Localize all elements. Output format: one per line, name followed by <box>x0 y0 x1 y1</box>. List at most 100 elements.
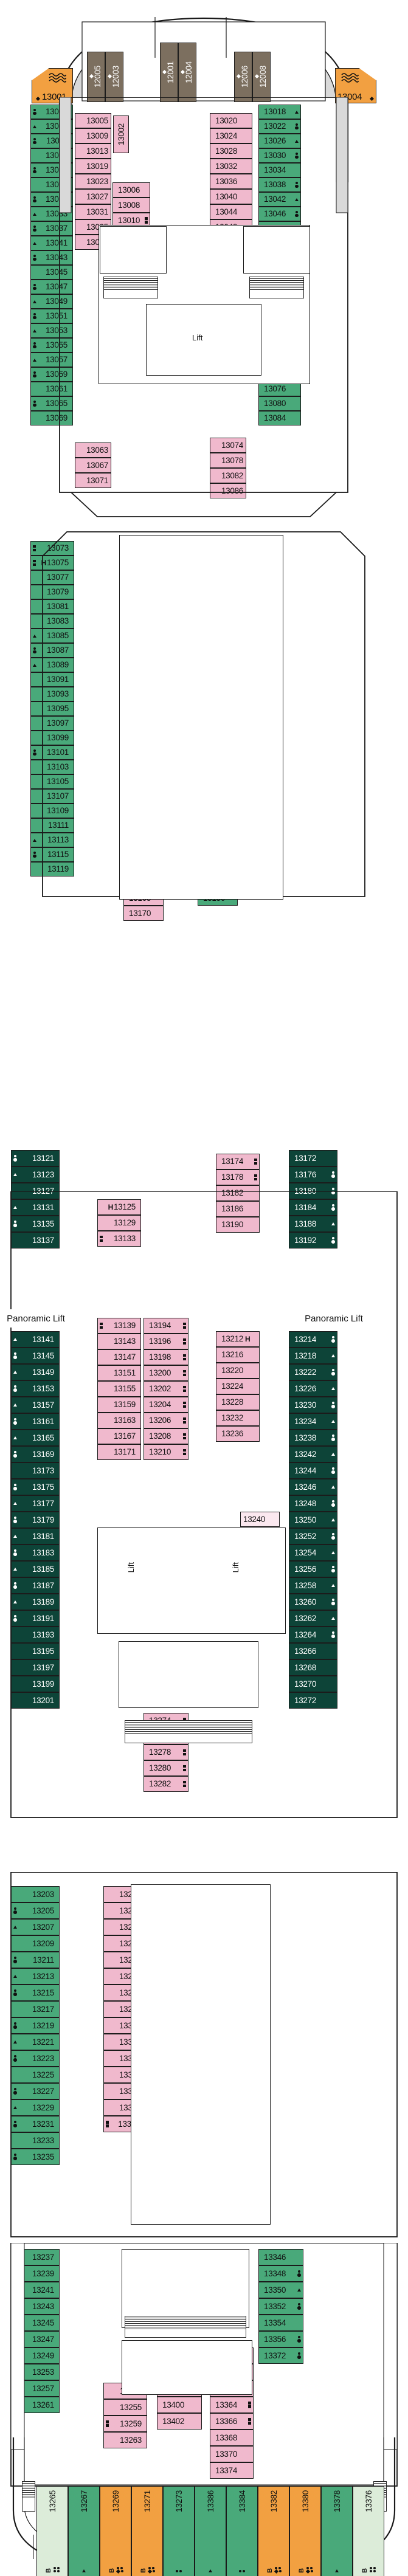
cabin-13129[interactable]: 13129 <box>97 1215 141 1231</box>
cabin-13143[interactable]: 13143 <box>97 1334 141 1349</box>
cabin-13002[interactable]: 13002 <box>113 115 129 153</box>
cabin-13272[interactable]: 13272 <box>289 1692 337 1709</box>
cabin-13037[interactable]: 13037 <box>30 221 73 236</box>
cabin-13109[interactable]: 13109 <box>30 804 74 818</box>
cabin-12004[interactable]: 12004 <box>178 43 196 102</box>
cabin-13200[interactable]: 13200 <box>143 1365 188 1381</box>
cabin-13163[interactable]: 13163 <box>97 1413 141 1428</box>
cabin-13009[interactable]: 13009 <box>75 128 111 143</box>
cabin-13271[interactable]: 13271 B <box>131 2486 163 2576</box>
cabin-13042[interactable]: 13042 <box>258 192 301 207</box>
cabin-13080[interactable]: 13080 <box>258 396 301 411</box>
cabin-13204[interactable]: 13204 <box>143 1397 188 1413</box>
cabin-13213[interactable]: 13213 <box>11 1968 60 1985</box>
cabin-13085[interactable]: 13085 <box>30 629 74 643</box>
cabin-13282[interactable]: 13282 <box>143 1776 188 1792</box>
cabin-13215[interactable]: 13215 <box>11 1985 60 2001</box>
cabin-13107[interactable]: 13107 <box>30 789 74 804</box>
cabin-13269[interactable]: 13269 B <box>100 2486 131 2576</box>
cabin-13212[interactable]: 13212 H <box>216 1331 260 1347</box>
cabin-13228[interactable]: 13228 <box>216 1394 260 1410</box>
cabin-13005[interactable]: 13005 <box>75 113 111 128</box>
cabin-13208[interactable]: 13208 <box>143 1428 188 1444</box>
cabin-13013[interactable]: 13013 <box>75 143 111 159</box>
cabin-13177[interactable]: 13177 <box>11 1495 60 1512</box>
cabin-13209[interactable]: 13209 <box>11 1935 60 1952</box>
cabin-13267[interactable]: 13267 <box>68 2486 100 2576</box>
cabin-13354[interactable]: 13354 <box>258 2315 303 2331</box>
cabin-13095[interactable]: 13095 <box>30 701 74 716</box>
cabin-13352[interactable]: 13352 <box>258 2298 303 2315</box>
cabin-13196[interactable]: 13196 <box>143 1334 188 1349</box>
cabin-13087[interactable]: 13087 <box>30 643 74 658</box>
cabin-13065[interactable]: 13065 <box>30 396 73 411</box>
cabin-13207[interactable]: 13207 <box>11 1919 60 1935</box>
cabin-13226[interactable]: 13226 <box>289 1380 337 1397</box>
cabin-13197[interactable]: 13197 <box>11 1659 60 1676</box>
cabin-13273[interactable]: 13273 <box>163 2486 195 2576</box>
cabin-13205[interactable]: 13205 <box>11 1903 60 1919</box>
cabin-13280[interactable]: 13280 <box>143 1760 188 1776</box>
cabin-13099[interactable]: 13099 <box>30 731 74 745</box>
cabin-13222[interactable]: 13222 <box>289 1364 337 1380</box>
cabin-13053[interactable]: 13053 <box>30 323 73 338</box>
cabin-13356[interactable]: 13356 <box>258 2331 303 2347</box>
cabin-13069[interactable]: 13069 <box>30 411 73 425</box>
cabin-13111[interactable]: 13111 <box>30 818 74 833</box>
cabin-13103[interactable]: 13103 <box>30 760 74 774</box>
cabin-13233[interactable]: 13233 <box>11 2132 60 2149</box>
cabin-13178[interactable]: 13178 <box>216 1169 260 1185</box>
cabin-13199[interactable]: 13199 <box>11 1676 60 1692</box>
cabin-13137[interactable]: 13137 <box>11 1232 60 1248</box>
cabin-13034[interactable]: 13034 <box>258 163 301 177</box>
cabin-13030[interactable]: 13030 <box>258 148 301 163</box>
cabin-13188[interactable]: 13188 <box>289 1216 337 1232</box>
cabin-13380[interactable]: 13380 B <box>289 2486 321 2576</box>
cabin-13402[interactable]: 13402 <box>157 2413 202 2430</box>
cabin-13260[interactable]: 13260 <box>289 1594 337 1610</box>
cabin-13027[interactable]: 13027 <box>75 189 111 204</box>
cabin-13198[interactable]: 13198 <box>143 1349 188 1365</box>
cabin-13067[interactable]: 13067 <box>75 458 111 473</box>
cabin-13018[interactable]: 13018 <box>258 105 301 119</box>
cabin-13181[interactable]: 13181 <box>11 1528 60 1545</box>
cabin-13074[interactable]: 13074 <box>210 438 246 453</box>
cabin-13220[interactable]: 13220 <box>216 1363 260 1379</box>
cabin-13242[interactable]: 13242 <box>289 1446 337 1462</box>
cabin-13378[interactable]: 13378 <box>321 2486 353 2576</box>
cabin-13230[interactable]: 13230 <box>289 1397 337 1413</box>
cabin-13155[interactable]: 13155 <box>97 1381 141 1397</box>
cabin-13193[interactable]: 13193 <box>11 1627 60 1643</box>
cabin-13346[interactable]: 13346 <box>258 2249 303 2265</box>
cabin-12006[interactable]: 12006 <box>234 52 252 102</box>
cabin-13133[interactable]: 13133 <box>97 1231 141 1247</box>
cabin-13157[interactable]: 13157 <box>11 1397 60 1413</box>
cabin-13051[interactable]: 13051 <box>30 309 73 323</box>
cabin-13171[interactable]: 13171 <box>97 1444 141 1460</box>
cabin-13059[interactable]: 13059 <box>30 367 73 382</box>
cabin-13045[interactable]: 13045 <box>30 265 73 280</box>
cabin-13167[interactable]: 13167 <box>97 1428 141 1444</box>
cabin-13262[interactable]: 13262 <box>289 1610 337 1627</box>
cabin-13183[interactable]: 13183 <box>11 1545 60 1561</box>
cabin-13043[interactable]: 13043 <box>30 250 73 265</box>
cabin-13202[interactable]: 13202 <box>143 1381 188 1397</box>
cabin-13248[interactable]: 13248 <box>289 1495 337 1512</box>
cabin-13038[interactable]: 13038 <box>258 177 301 192</box>
cabin-13041[interactable]: 13041 <box>30 236 73 250</box>
cabin-13238[interactable]: 13238 <box>289 1430 337 1446</box>
cabin-13061[interactable]: 13061 <box>30 382 73 396</box>
cabin-13083[interactable]: 13083 <box>30 614 74 629</box>
cabin-13159[interactable]: 13159 <box>97 1397 141 1413</box>
cabin-13022[interactable]: 13022 <box>258 119 301 134</box>
cabin-13055[interactable]: 13055 <box>30 338 73 353</box>
cabin-13153[interactable]: 13153 <box>11 1380 60 1397</box>
cabin-13221[interactable]: 13221 <box>11 2034 60 2050</box>
cabin-13078[interactable]: 13078 <box>210 453 246 468</box>
cabin-13214[interactable]: 13214 <box>289 1331 337 1348</box>
cabin-13174[interactable]: 13174 <box>216 1154 260 1169</box>
cabin-13125[interactable]: H 13125 <box>97 1199 141 1215</box>
cabin-13191[interactable]: 13191 <box>11 1610 60 1627</box>
cabin-13063[interactable]: 13063 <box>75 443 111 458</box>
cabin-13089[interactable]: 13089 <box>30 658 74 672</box>
